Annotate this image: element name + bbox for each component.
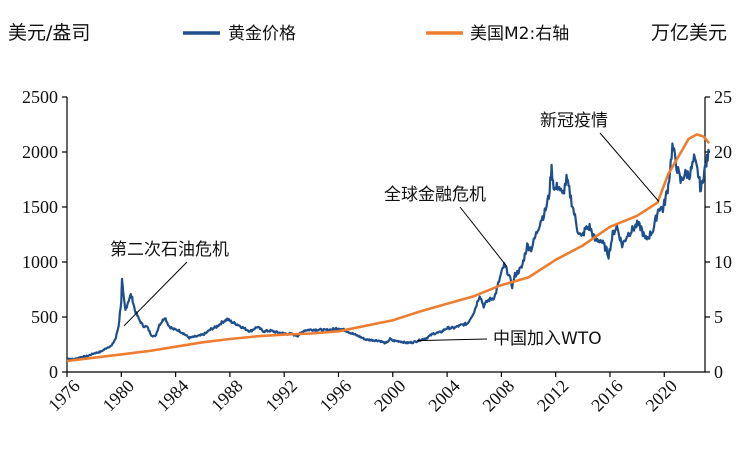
x-tick-label: 2016: [587, 376, 627, 416]
x-tick-label: 2012: [533, 376, 573, 416]
left-tick-label: 2000: [22, 142, 58, 162]
right-tick-label: 20: [714, 142, 732, 162]
left-tick-label: 2500: [22, 87, 58, 107]
annotation-leader-line: [417, 338, 488, 342]
right-axis-title: 万亿美元: [651, 22, 727, 44]
m2-line: [66, 133, 711, 363]
annotation-leader-line: [123, 261, 188, 327]
annotation-leader-line: [599, 132, 660, 202]
left-axis-title: 美元/盎司: [8, 22, 90, 44]
x-tick-label: 1988: [207, 376, 247, 416]
x-tick-label: 2000: [370, 376, 410, 416]
right-tick-label: 10: [714, 252, 732, 272]
right-tick-label: 5: [714, 307, 723, 327]
right-tick-label: 25: [714, 87, 732, 107]
x-tick-label: 2020: [642, 376, 682, 416]
annotation-label: 新冠疫情: [540, 111, 608, 131]
left-tick-label: 1000: [22, 252, 58, 272]
left-tick-label: 500: [31, 307, 58, 327]
x-tick-label: 1996: [316, 376, 356, 416]
legend-gold-label: 黄金价格: [228, 24, 296, 44]
left-tick-label: 0: [49, 362, 58, 382]
right-tick-label: 15: [714, 197, 732, 217]
x-tick-label: 1992: [261, 376, 301, 416]
x-tick-label: 1980: [99, 376, 139, 416]
x-tick-label: 2008: [479, 376, 519, 416]
right-tick-label: 0: [714, 362, 723, 382]
x-tick-label: 1984: [153, 376, 193, 416]
annotation-label: 全球金融危机: [384, 185, 486, 205]
annotation-label: 第二次石油危机: [110, 240, 229, 260]
gold-price-line: [66, 142, 711, 361]
left-tick-label: 1500: [22, 197, 58, 217]
x-tick-label: 2004: [424, 376, 464, 416]
legend-m2-label: 美国M2:右轴: [470, 24, 569, 44]
annotation-label: 中国加入WTO: [493, 329, 602, 349]
annotation-leader-line: [459, 206, 508, 267]
